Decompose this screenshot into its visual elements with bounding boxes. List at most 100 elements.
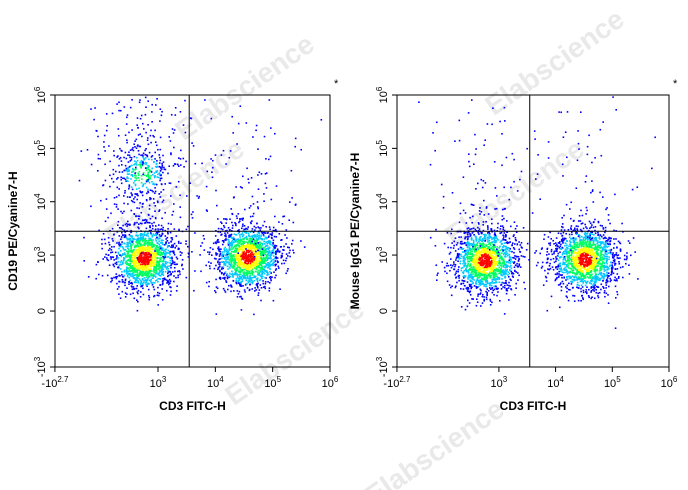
event-dot bbox=[229, 234, 231, 236]
event-dot bbox=[479, 246, 482, 248]
event-dot bbox=[159, 237, 161, 240]
event-dot bbox=[273, 252, 275, 254]
event-dot bbox=[473, 257, 476, 259]
event-dot bbox=[243, 242, 245, 244]
event-dot bbox=[504, 276, 507, 278]
event-dot bbox=[227, 255, 229, 258]
event-dot bbox=[272, 264, 274, 267]
event-dot bbox=[446, 272, 448, 275]
event-dot bbox=[239, 271, 241, 273]
event-dot bbox=[474, 266, 477, 269]
event-dot bbox=[215, 291, 217, 294]
tick-label: 0 bbox=[36, 308, 48, 314]
event-dot bbox=[285, 243, 287, 245]
event-dot bbox=[238, 264, 240, 267]
event-dot bbox=[228, 248, 230, 250]
event-dot bbox=[151, 248, 154, 251]
event-dot bbox=[511, 272, 513, 275]
event-dot bbox=[235, 267, 238, 269]
event-dot bbox=[123, 253, 125, 256]
event-dot bbox=[155, 245, 158, 248]
event-dot bbox=[486, 261, 489, 264]
event-dot bbox=[125, 270, 127, 272]
event-dot bbox=[138, 275, 140, 277]
event-dot bbox=[269, 241, 271, 244]
event-dot bbox=[491, 245, 494, 248]
event-dot bbox=[121, 241, 123, 243]
event-dot bbox=[138, 218, 140, 220]
event-dot bbox=[275, 250, 278, 252]
event-dot bbox=[458, 279, 460, 282]
event-dot bbox=[467, 263, 470, 265]
event-dot bbox=[148, 252, 150, 254]
event-dot bbox=[132, 253, 134, 256]
event-dot bbox=[162, 239, 164, 242]
event-dot bbox=[119, 147, 121, 150]
event-dot bbox=[170, 263, 173, 265]
event-dot bbox=[506, 268, 508, 271]
event-dot bbox=[113, 203, 116, 205]
event-dot bbox=[506, 270, 508, 272]
event-dot bbox=[265, 256, 267, 259]
event-dot bbox=[250, 222, 252, 225]
event-dot bbox=[222, 277, 224, 279]
event-dot bbox=[136, 124, 138, 126]
event-dot bbox=[151, 181, 153, 183]
event-dot bbox=[133, 287, 136, 290]
event-dot bbox=[223, 289, 226, 292]
event-dot bbox=[497, 254, 500, 256]
event-dot bbox=[236, 273, 238, 275]
event-dot bbox=[223, 261, 226, 264]
event-dot bbox=[263, 135, 266, 138]
event-dot bbox=[244, 237, 246, 239]
event-dot bbox=[116, 231, 119, 233]
event-dot bbox=[482, 278, 484, 280]
event-dot bbox=[254, 229, 256, 231]
event-dot bbox=[257, 269, 260, 272]
event-dot bbox=[116, 103, 118, 105]
event-dot bbox=[242, 243, 244, 246]
event-dot bbox=[262, 280, 264, 282]
event-dot bbox=[483, 270, 485, 273]
event-dot bbox=[259, 250, 261, 253]
event-dot bbox=[265, 248, 268, 250]
event-dot bbox=[147, 244, 149, 247]
event-dot bbox=[465, 256, 468, 259]
event-dot bbox=[147, 168, 150, 171]
event-dot bbox=[160, 191, 162, 193]
event-dot bbox=[244, 277, 246, 280]
event-dot bbox=[247, 234, 250, 237]
event-dot bbox=[117, 155, 119, 157]
event-dot bbox=[488, 271, 491, 273]
event-dot bbox=[133, 267, 135, 270]
event-dot bbox=[177, 180, 180, 183]
event-dot bbox=[483, 296, 485, 298]
event-dot bbox=[90, 205, 92, 208]
event-dot bbox=[233, 265, 235, 267]
event-dot bbox=[227, 227, 230, 229]
event-dot bbox=[481, 264, 484, 267]
event-dot bbox=[141, 164, 144, 167]
event-dot bbox=[133, 180, 136, 182]
event-dot bbox=[249, 231, 252, 233]
event-dot bbox=[478, 283, 481, 285]
event-dot bbox=[126, 272, 128, 275]
event-dot bbox=[479, 273, 481, 275]
event-dot bbox=[264, 251, 267, 253]
event-dot bbox=[511, 250, 513, 253]
event-dot bbox=[139, 117, 142, 120]
event-dot bbox=[225, 258, 228, 261]
event-dot bbox=[487, 274, 490, 277]
event-dot bbox=[132, 269, 135, 272]
event-dot bbox=[465, 249, 468, 252]
event-dot bbox=[232, 236, 235, 239]
event-dot bbox=[135, 245, 137, 248]
event-dot bbox=[228, 236, 230, 238]
event-dot bbox=[486, 292, 488, 294]
event-dot bbox=[250, 251, 253, 253]
event-dot bbox=[267, 271, 269, 274]
event-dot bbox=[258, 232, 260, 235]
event-dot bbox=[137, 243, 139, 245]
event-dot bbox=[263, 240, 266, 243]
event-dot bbox=[255, 258, 257, 261]
